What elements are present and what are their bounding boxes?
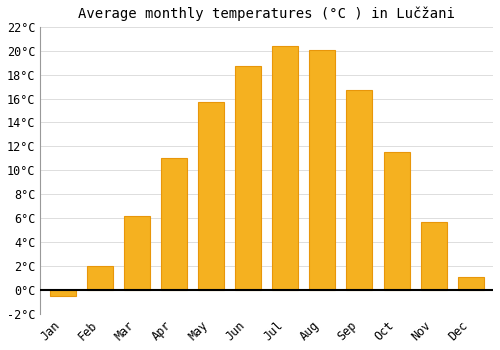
Bar xyxy=(198,102,224,290)
Bar xyxy=(86,266,113,290)
Bar xyxy=(420,222,446,290)
Bar xyxy=(384,152,409,290)
Bar xyxy=(50,290,76,296)
Bar xyxy=(235,66,261,290)
Title: Average monthly temperatures (°C ) in Lučžani: Average monthly temperatures (°C ) in Lu… xyxy=(78,7,455,21)
Bar xyxy=(458,277,484,290)
Bar xyxy=(124,216,150,290)
Bar xyxy=(346,90,372,290)
Bar xyxy=(310,49,336,290)
Bar xyxy=(161,158,187,290)
Bar xyxy=(272,46,298,290)
